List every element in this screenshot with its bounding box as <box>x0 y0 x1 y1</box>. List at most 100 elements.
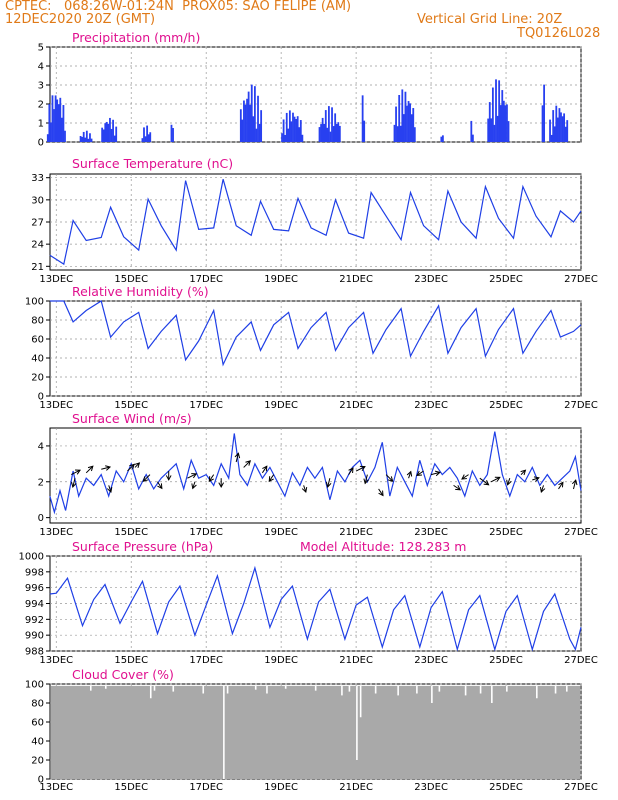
wind-arrow <box>416 470 424 476</box>
wind-arrow-head <box>416 470 423 476</box>
precip-bar <box>318 127 321 142</box>
precip-bar <box>561 116 564 142</box>
precip-bar <box>490 118 493 142</box>
y-tick-label: 21 <box>31 262 44 273</box>
cloud-dip <box>566 685 568 692</box>
wind-arrow-head <box>87 465 94 472</box>
precip-bar <box>396 126 399 142</box>
cloud-dip <box>226 685 229 694</box>
precip-bar <box>287 128 290 142</box>
precip-bar <box>253 86 256 142</box>
precip-bar <box>85 130 88 142</box>
wind-arrow-head <box>218 482 225 489</box>
y-tick-label: 996 <box>25 583 44 594</box>
wind-arrow-head <box>165 475 172 481</box>
x-tick-label: 23DEC <box>414 782 448 793</box>
precip-bar <box>335 123 338 142</box>
precip-bar <box>495 79 497 142</box>
y-tick-label: 0 <box>38 392 44 403</box>
wind-arrow <box>327 478 331 488</box>
x-tick-label: 15DEC <box>114 527 148 538</box>
wind-arrow-head <box>359 465 366 472</box>
precip-bar <box>412 108 415 142</box>
precip-bar <box>54 95 57 142</box>
panel-frame <box>49 300 582 397</box>
y-tick-label: 1 <box>38 119 44 130</box>
wind-arrow-head <box>105 465 112 471</box>
wind-arrow <box>378 488 384 496</box>
wind-arrow-head <box>301 486 308 493</box>
x-tick-label: 21DEC <box>339 527 373 538</box>
precip-bar <box>320 124 322 142</box>
x-tick-label: 13DEC <box>39 527 73 538</box>
precip-bar <box>329 131 332 142</box>
x-tick-label: 21DEC <box>339 274 373 285</box>
wind-arrow <box>268 474 275 482</box>
precip-bar <box>502 100 505 142</box>
precip-bar <box>146 125 149 142</box>
x-tick-label: 23DEC <box>414 655 448 666</box>
x-tick-label: 23DEC <box>414 527 448 538</box>
wind-arrow-head <box>483 480 490 486</box>
precip-bar <box>399 125 402 142</box>
precip-bar <box>64 130 66 142</box>
precip-bar <box>60 117 63 142</box>
precip-bar <box>239 109 242 142</box>
precip-bar <box>493 124 496 142</box>
x-tick-label: 15DEC <box>114 274 148 285</box>
wind-arrow <box>385 474 394 482</box>
y-tick-label: 0 <box>38 138 44 149</box>
cloud-dip <box>266 685 268 694</box>
precip-bar <box>292 112 294 142</box>
precip-bar <box>409 103 412 142</box>
wind-arrow-head <box>494 476 501 482</box>
cloud-dip <box>314 685 317 691</box>
location-name: PROX05: SAO FELIPE (AM) <box>182 0 352 14</box>
panel-1: 0 1 2 3 4 5 Precipitation (mm/h) <box>38 30 582 149</box>
precip-bar <box>260 110 263 142</box>
wind-arrow <box>490 476 501 483</box>
precip-bar <box>57 104 60 142</box>
precip-bar <box>56 99 59 142</box>
precip-bar <box>90 138 93 142</box>
precip-bar <box>144 136 147 142</box>
precip-bar <box>395 106 397 142</box>
x-tick-label: 27DEC <box>564 274 598 285</box>
precip-bar <box>541 105 544 142</box>
cloud-dip <box>153 685 156 691</box>
y-tick-label: 992 <box>25 615 44 626</box>
wind-arrow-head <box>134 462 141 468</box>
panel-2: 21 24 27 30 33 13DEC 15DEC 17DEC 19DEC 21DEC 23DEC… <box>31 156 598 285</box>
precip-bar <box>407 101 410 142</box>
wind-arrow-head <box>106 486 113 493</box>
y-tick-label: 60 <box>31 335 44 346</box>
precip-bar <box>249 104 252 142</box>
wind-arrow <box>479 477 489 486</box>
y-tick-label: 33 <box>31 173 44 184</box>
panel-frame <box>49 427 582 524</box>
y-tick-label: 27 <box>31 218 44 229</box>
wind-arrow-head <box>157 483 163 490</box>
wind-arrow <box>208 474 215 482</box>
wind-arrow-head <box>191 483 197 490</box>
precip-bar <box>288 110 291 142</box>
wind-arrow-head <box>348 467 354 474</box>
cloud-dip <box>536 685 538 699</box>
series-line <box>49 431 582 515</box>
x-tick-label: 25DEC <box>489 782 523 793</box>
y-tick-label: 100 <box>25 680 44 691</box>
precip-bar <box>257 95 259 142</box>
precip-bar <box>323 123 326 142</box>
wind-arrow-head <box>434 470 441 477</box>
model-altitude: Model Altitude: 128.283 m <box>300 539 466 554</box>
y-tick-label: 0 <box>38 513 44 524</box>
precip-bar <box>246 98 248 142</box>
wind-arrow <box>143 474 151 482</box>
precip-bar <box>112 119 114 142</box>
wind-arrow <box>192 481 196 489</box>
panel-title: Surface Wind (m/s) <box>72 411 192 426</box>
coordinates: 068:26W-01:24N <box>63 0 174 14</box>
panel-title: Cloud Cover (%) <box>72 667 174 682</box>
precip-bar <box>46 134 49 142</box>
wind-arrow-head <box>208 476 214 483</box>
